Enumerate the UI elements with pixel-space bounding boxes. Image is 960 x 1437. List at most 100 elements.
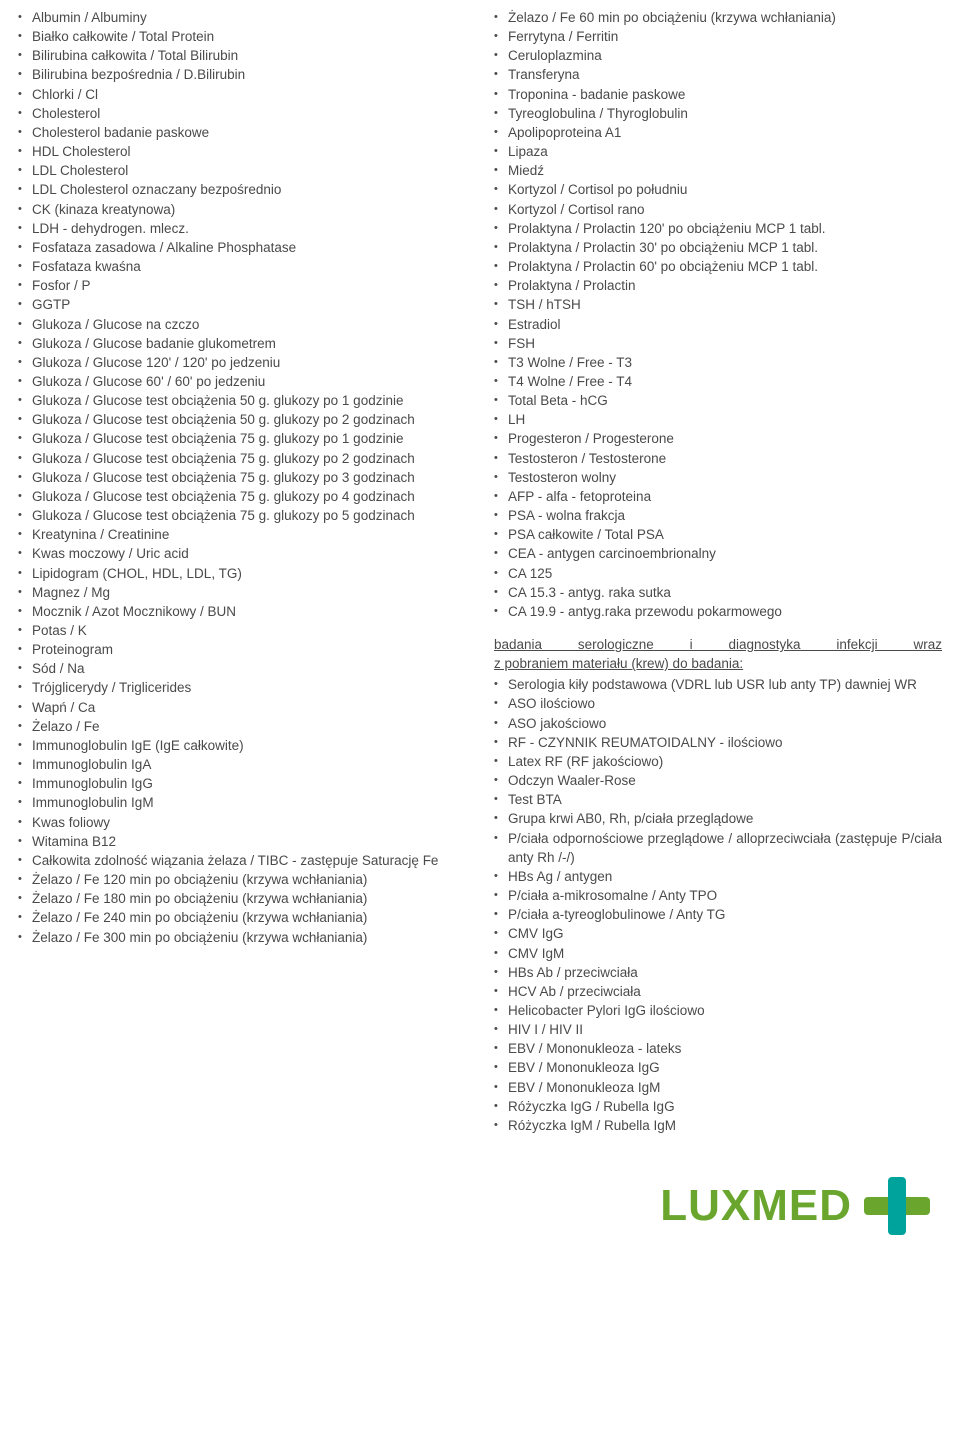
luxmed-logo: LUXMED <box>660 1175 932 1237</box>
list-item: Glukoza / Glucose 60' / 60' po jedzeniu <box>18 372 466 391</box>
list-item: Prolaktyna / Prolactin 30' po obciążeniu… <box>494 238 942 257</box>
list-item: AFP - alfa - fetoproteina <box>494 487 942 506</box>
list-item: Mocznik / Azot Mocznikowy / BUN <box>18 602 466 621</box>
right-bullet-list-bottom: Serologia kiły podstawowa (VDRL lub USR … <box>494 675 942 1135</box>
list-item: Helicobacter Pylori IgG ilościowo <box>494 1001 942 1020</box>
list-item: Fosfor / P <box>18 276 466 295</box>
list-item: P/ciała a-tyreoglobulinowe / Anty TG <box>494 905 942 924</box>
list-item: Glukoza / Glucose test obciążenia 50 g. … <box>18 410 466 429</box>
list-item: Kreatynina / Creatinine <box>18 525 466 544</box>
list-item: Glukoza / Glucose test obciążenia 75 g. … <box>18 429 466 448</box>
list-item: Białko całkowite / Total Protein <box>18 27 466 46</box>
list-item: Glukoza / Glucose 120' / 120' po jedzeni… <box>18 353 466 372</box>
list-item: FSH <box>494 334 942 353</box>
list-item: Fosfataza kwaśna <box>18 257 466 276</box>
list-item: Tyreoglobulina / Thyroglobulin <box>494 104 942 123</box>
list-item: Magnez / Mg <box>18 583 466 602</box>
list-item: Troponina - badanie paskowe <box>494 85 942 104</box>
list-item: Glukoza / Glucose test obciążenia 50 g. … <box>18 391 466 410</box>
list-item: HDL Cholesterol <box>18 142 466 161</box>
section-title-line1: badania serologiczne i diagnostyka infek… <box>494 637 942 652</box>
list-item: Glukoza / Glucose badanie glukometrem <box>18 334 466 353</box>
list-item: Lipidogram (CHOL, HDL, LDL, TG) <box>18 564 466 583</box>
list-item: P/ciała a-mikrosomalne / Anty TPO <box>494 886 942 905</box>
list-item: EBV / Mononukleoza IgM <box>494 1078 942 1097</box>
list-item: Kortyzol / Cortisol po południu <box>494 180 942 199</box>
list-item: Serologia kiły podstawowa (VDRL lub USR … <box>494 675 942 694</box>
list-item: Prolaktyna / Prolactin 60' po obciążeniu… <box>494 257 942 276</box>
list-item: Latex RF (RF jakościowo) <box>494 752 942 771</box>
list-item: Żelazo / Fe 60 min po obciążeniu (krzywa… <box>494 8 942 27</box>
list-item: Testosteron wolny <box>494 468 942 487</box>
list-item: LDH - dehydrogen. mlecz. <box>18 219 466 238</box>
list-item: Glukoza / Glucose test obciążenia 75 g. … <box>18 506 466 525</box>
list-item: Cholesterol <box>18 104 466 123</box>
list-item: Immunoglobulin IgG <box>18 774 466 793</box>
list-item: LDL Cholesterol oznaczany bezpośrednio <box>18 180 466 199</box>
list-item: Immunoglobulin IgA <box>18 755 466 774</box>
list-item: Prolaktyna / Prolactin <box>494 276 942 295</box>
list-item: HIV I / HIV II <box>494 1020 942 1039</box>
list-item: T3 Wolne / Free - T3 <box>494 353 942 372</box>
list-item: HBs Ag / antygen <box>494 867 942 886</box>
list-item: LH <box>494 410 942 429</box>
list-item: Całkowita zdolność wiązania żelaza / TIB… <box>18 851 466 870</box>
list-item: Chlorki / Cl <box>18 85 466 104</box>
list-item: TSH / hTSH <box>494 295 942 314</box>
list-item: Progesteron / Progesterone <box>494 429 942 448</box>
list-item: CA 125 <box>494 564 942 583</box>
list-item: Immunoglobulin IgM <box>18 793 466 812</box>
left-column: Albumin / AlbuminyBiałko całkowite / Tot… <box>18 8 466 1135</box>
list-item: Odczyn Waaler-Rose <box>494 771 942 790</box>
list-item: Różyczka IgM / Rubella IgM <box>494 1116 942 1135</box>
list-item: Glukoza / Glucose test obciążenia 75 g. … <box>18 468 466 487</box>
list-item: Trójglicerydy / Triglicerides <box>18 678 466 697</box>
list-item: T4 Wolne / Free - T4 <box>494 372 942 391</box>
list-item: CEA - antygen carcinoembrionalny <box>494 544 942 563</box>
list-item: PSA całkowite / Total PSA <box>494 525 942 544</box>
list-item: Transferyna <box>494 65 942 84</box>
list-item: Różyczka IgG / Rubella IgG <box>494 1097 942 1116</box>
list-item: Albumin / Albuminy <box>18 8 466 27</box>
list-item: EBV / Mononukleoza - lateks <box>494 1039 942 1058</box>
list-item: Kortyzol / Cortisol rano <box>494 200 942 219</box>
list-item: Apolipoproteina A1 <box>494 123 942 142</box>
list-item: HBs Ab / przeciwciała <box>494 963 942 982</box>
list-item: Immunoglobulin IgE (IgE całkowite) <box>18 736 466 755</box>
list-item: EBV / Mononukleoza IgG <box>494 1058 942 1077</box>
list-item: Prolaktyna / Prolactin 120' po obciążeni… <box>494 219 942 238</box>
list-item: CA 19.9 - antyg.raka przewodu pokarmoweg… <box>494 602 942 621</box>
list-item: Cholesterol badanie paskowe <box>18 123 466 142</box>
right-bullet-list-top: Żelazo / Fe 60 min po obciążeniu (krzywa… <box>494 8 942 621</box>
list-item: Żelazo / Fe 180 min po obciążeniu (krzyw… <box>18 889 466 908</box>
list-item: HCV Ab / przeciwciała <box>494 982 942 1001</box>
list-item: Kwas foliowy <box>18 813 466 832</box>
two-column-layout: Albumin / AlbuminyBiałko całkowite / Tot… <box>18 8 942 1135</box>
list-item: CK (kinaza kreatynowa) <box>18 200 466 219</box>
logo-text: LUXMED <box>660 1175 852 1237</box>
left-bullet-list: Albumin / AlbuminyBiałko całkowite / Tot… <box>18 8 466 947</box>
list-item: Witamina B12 <box>18 832 466 851</box>
list-item: Test BTA <box>494 790 942 809</box>
list-item: Potas / K <box>18 621 466 640</box>
list-item: Glukoza / Glucose test obciążenia 75 g. … <box>18 449 466 468</box>
list-item: Ferrytyna / Ferritin <box>494 27 942 46</box>
logo-container: LUXMED <box>18 1175 942 1237</box>
list-item: Testosteron / Testosterone <box>494 449 942 468</box>
list-item: ASO jakościowo <box>494 714 942 733</box>
list-item: PSA - wolna frakcja <box>494 506 942 525</box>
section-title-line2: z pobraniem materiału (krew) do badania: <box>494 654 942 673</box>
list-item: Estradiol <box>494 315 942 334</box>
list-item: Żelazo / Fe 120 min po obciążeniu (krzyw… <box>18 870 466 889</box>
list-item: Total Beta - hCG <box>494 391 942 410</box>
list-item: CMV IgM <box>494 944 942 963</box>
serology-section-title: badania serologiczne i diagnostyka infek… <box>494 635 942 673</box>
list-item: Żelazo / Fe <box>18 717 466 736</box>
list-item: Fosfataza zasadowa / Alkaline Phosphatas… <box>18 238 466 257</box>
list-item: Proteinogram <box>18 640 466 659</box>
list-item: Kwas moczowy / Uric acid <box>18 544 466 563</box>
list-item: Żelazo / Fe 240 min po obciążeniu (krzyw… <box>18 908 466 927</box>
list-item: P/ciała odpornościowe przeglądowe / allo… <box>494 829 942 867</box>
list-item: GGTP <box>18 295 466 314</box>
list-item: ASO ilościowo <box>494 694 942 713</box>
